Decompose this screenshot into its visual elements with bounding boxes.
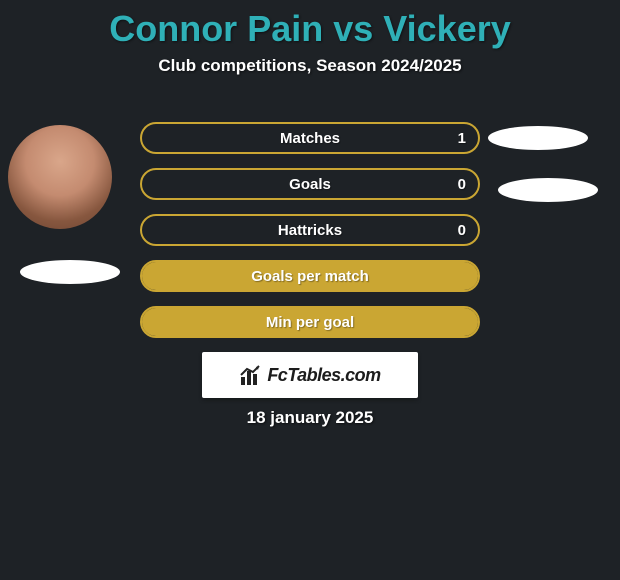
stat-label: Min per goal	[266, 314, 354, 331]
stat-rows: Matches 1 Goals 0 Hattricks 0 Goals per match M…	[140, 122, 480, 352]
player2-shadow-2	[498, 178, 598, 202]
stat-label: Goals per match	[251, 268, 369, 285]
stat-value: 0	[458, 222, 466, 239]
subtitle: Club competitions, Season 2024/2025	[0, 56, 620, 76]
player1-avatar	[8, 125, 112, 229]
stat-row: Min per goal	[140, 306, 480, 338]
comparison-title: Connor Pain vs Vickery	[0, 0, 620, 50]
stat-label: Hattricks	[278, 222, 342, 239]
stat-value: 0	[458, 176, 466, 193]
stat-label: Matches	[280, 130, 340, 147]
brand-box[interactable]: FcTables.com	[202, 352, 418, 398]
stat-row: Hattricks 0	[140, 214, 480, 246]
player2-name: Vickery	[383, 8, 510, 49]
stat-row: Goals per match	[140, 260, 480, 292]
title-vs: vs	[333, 8, 373, 49]
stat-label: Goals	[289, 176, 331, 193]
player1-shadow	[20, 260, 120, 284]
stat-value: 1	[458, 130, 466, 147]
brand-text: FcTables.com	[267, 365, 380, 386]
stat-row: Matches 1	[140, 122, 480, 154]
stat-row: Goals 0	[140, 168, 480, 200]
player2-shadow-1	[488, 126, 588, 150]
date-label: 18 january 2025	[0, 408, 620, 428]
brand-bars-icon	[239, 365, 263, 385]
player1-name: Connor Pain	[109, 8, 323, 49]
